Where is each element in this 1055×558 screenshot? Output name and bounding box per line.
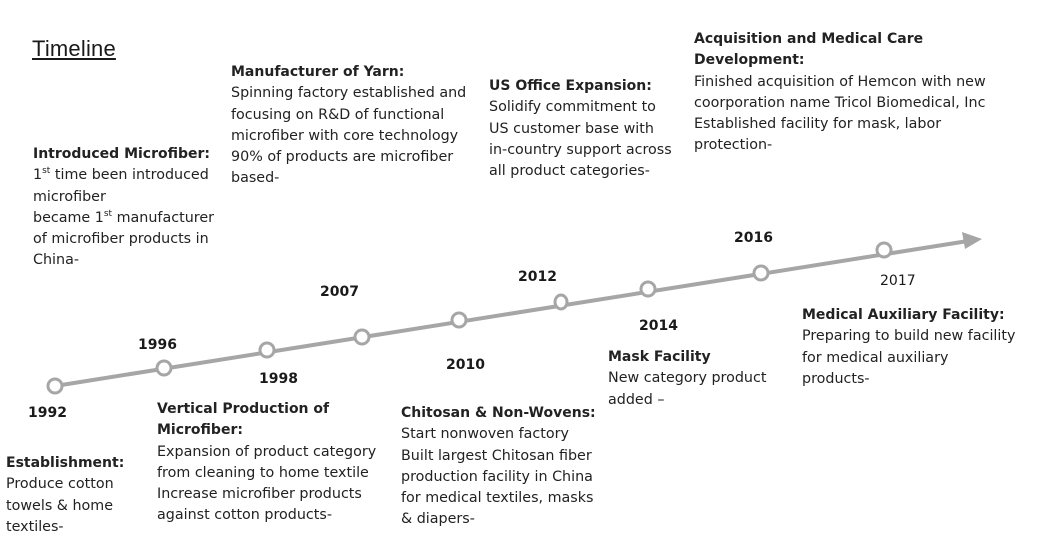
event-line: Expansion of product category (157, 443, 377, 460)
event-heading: Introduced Microfiber: (33, 146, 211, 162)
superscript: st (103, 208, 113, 219)
event-line: based- (231, 170, 280, 187)
event-line: & diapers- (401, 511, 475, 528)
page-title: Timeline (32, 36, 116, 61)
node-2007 (353, 328, 371, 346)
event-line: coorporation name Tricol Biomedical, Inc (694, 94, 986, 111)
node-2012 (553, 293, 569, 311)
event-line: New category product (608, 370, 767, 387)
event-line: Increase microfiber products (157, 486, 362, 503)
event-line: microfiber (33, 188, 106, 205)
event-line: Finished acquisition of Hemcon with new (694, 73, 986, 90)
event-2007: Manufacturer of Yarn: Spinning factory e… (231, 62, 466, 190)
event-1992: Establishment: Produce cotton towels & h… (6, 453, 124, 538)
event-line: towels & home (6, 497, 114, 514)
event-line: added – (608, 391, 665, 408)
event-line: Preparing to build new facility (802, 328, 1016, 345)
event-line: US customer base with (489, 120, 654, 137)
event-heading: Medical Auxiliary Facility: (802, 307, 1005, 323)
event-heading: Mask Facility (608, 349, 711, 365)
event-line: microfiber with core technology (231, 127, 459, 144)
year-label-1992: 1992 (28, 405, 67, 421)
event-line: Solidify commitment to (489, 99, 656, 116)
event-line: Spinning factory established and (231, 85, 467, 102)
event-line: became 1st manufacturer (33, 208, 214, 226)
event-line: against cotton products- (157, 507, 332, 524)
event-line: textiles- (6, 518, 64, 535)
event-line: from cleaning to home textile (157, 464, 369, 481)
event-1996: Introduced Microfiber: 1st time been int… (33, 144, 214, 272)
event-heading: Manufacturer of Yarn: (231, 64, 405, 80)
event-heading: Microfiber: (157, 422, 243, 439)
event-heading: US Office Expansion: (489, 78, 652, 94)
event-heading: Vertical Production of (157, 401, 330, 417)
year-label-2017: 2017 (880, 273, 916, 289)
year-label-2012: 2012 (518, 269, 557, 285)
year-label-2007: 2007 (320, 284, 359, 300)
event-line: production facility in China (401, 468, 593, 485)
event-line: 1st time been introduced (33, 166, 209, 184)
event-2017: Medical Auxiliary Facility: Preparing to… (802, 305, 1015, 390)
arrow-head-icon (962, 232, 982, 249)
node-2016 (752, 264, 770, 282)
event-heading: Development: (694, 52, 805, 69)
node-1998 (258, 341, 276, 359)
event-line: for medical auxiliary (802, 349, 949, 366)
year-label-2010: 2010 (446, 357, 485, 373)
event-line: Start nonwoven factory (401, 426, 569, 443)
event-heading: Chitosan & Non-Wovens: (401, 405, 596, 421)
year-label-2014: 2014 (639, 318, 678, 334)
node-2010 (450, 311, 468, 329)
event-line: focusing on R&D of functional (231, 106, 445, 123)
event-2014: Mask Facility New category product added… (608, 347, 766, 411)
event-line: Established facility for mask, labor (694, 116, 942, 133)
node-2017 (875, 241, 893, 259)
event-2010: Chitosan & Non-Wovens: Start nonwoven fa… (401, 403, 596, 531)
node-1992 (46, 377, 64, 395)
event-line: China- (33, 252, 79, 269)
event-line: protection- (694, 137, 773, 154)
event-heading: Acquisition and Medical Care (694, 31, 924, 47)
event-2016: Acquisition and Medical Care Development… (694, 29, 986, 157)
event-line: 90% of products are microfiber (231, 149, 454, 166)
node-1996 (155, 359, 173, 377)
timeline-axis (54, 239, 969, 388)
year-label-1998: 1998 (259, 371, 298, 387)
event-line: for medical textiles, masks (401, 490, 594, 507)
event-line: of microfiber products in (33, 231, 209, 248)
superscript: st (42, 166, 51, 177)
event-line: Built largest Chitosan fiber (401, 447, 592, 464)
year-label-2016: 2016 (734, 230, 773, 246)
node-2014 (639, 280, 657, 298)
event-line: Produce cotton (6, 476, 114, 493)
event-1998: Vertical Production of Microfiber: Expan… (157, 399, 376, 527)
event-line: products- (802, 370, 870, 387)
event-line: all product categories- (489, 163, 650, 180)
event-heading: Establishment: (6, 455, 125, 471)
event-2012: US Office Expansion: Solidify commitment… (489, 76, 672, 182)
year-label-1996: 1996 (138, 337, 177, 353)
event-line: in-country support across (489, 141, 672, 158)
